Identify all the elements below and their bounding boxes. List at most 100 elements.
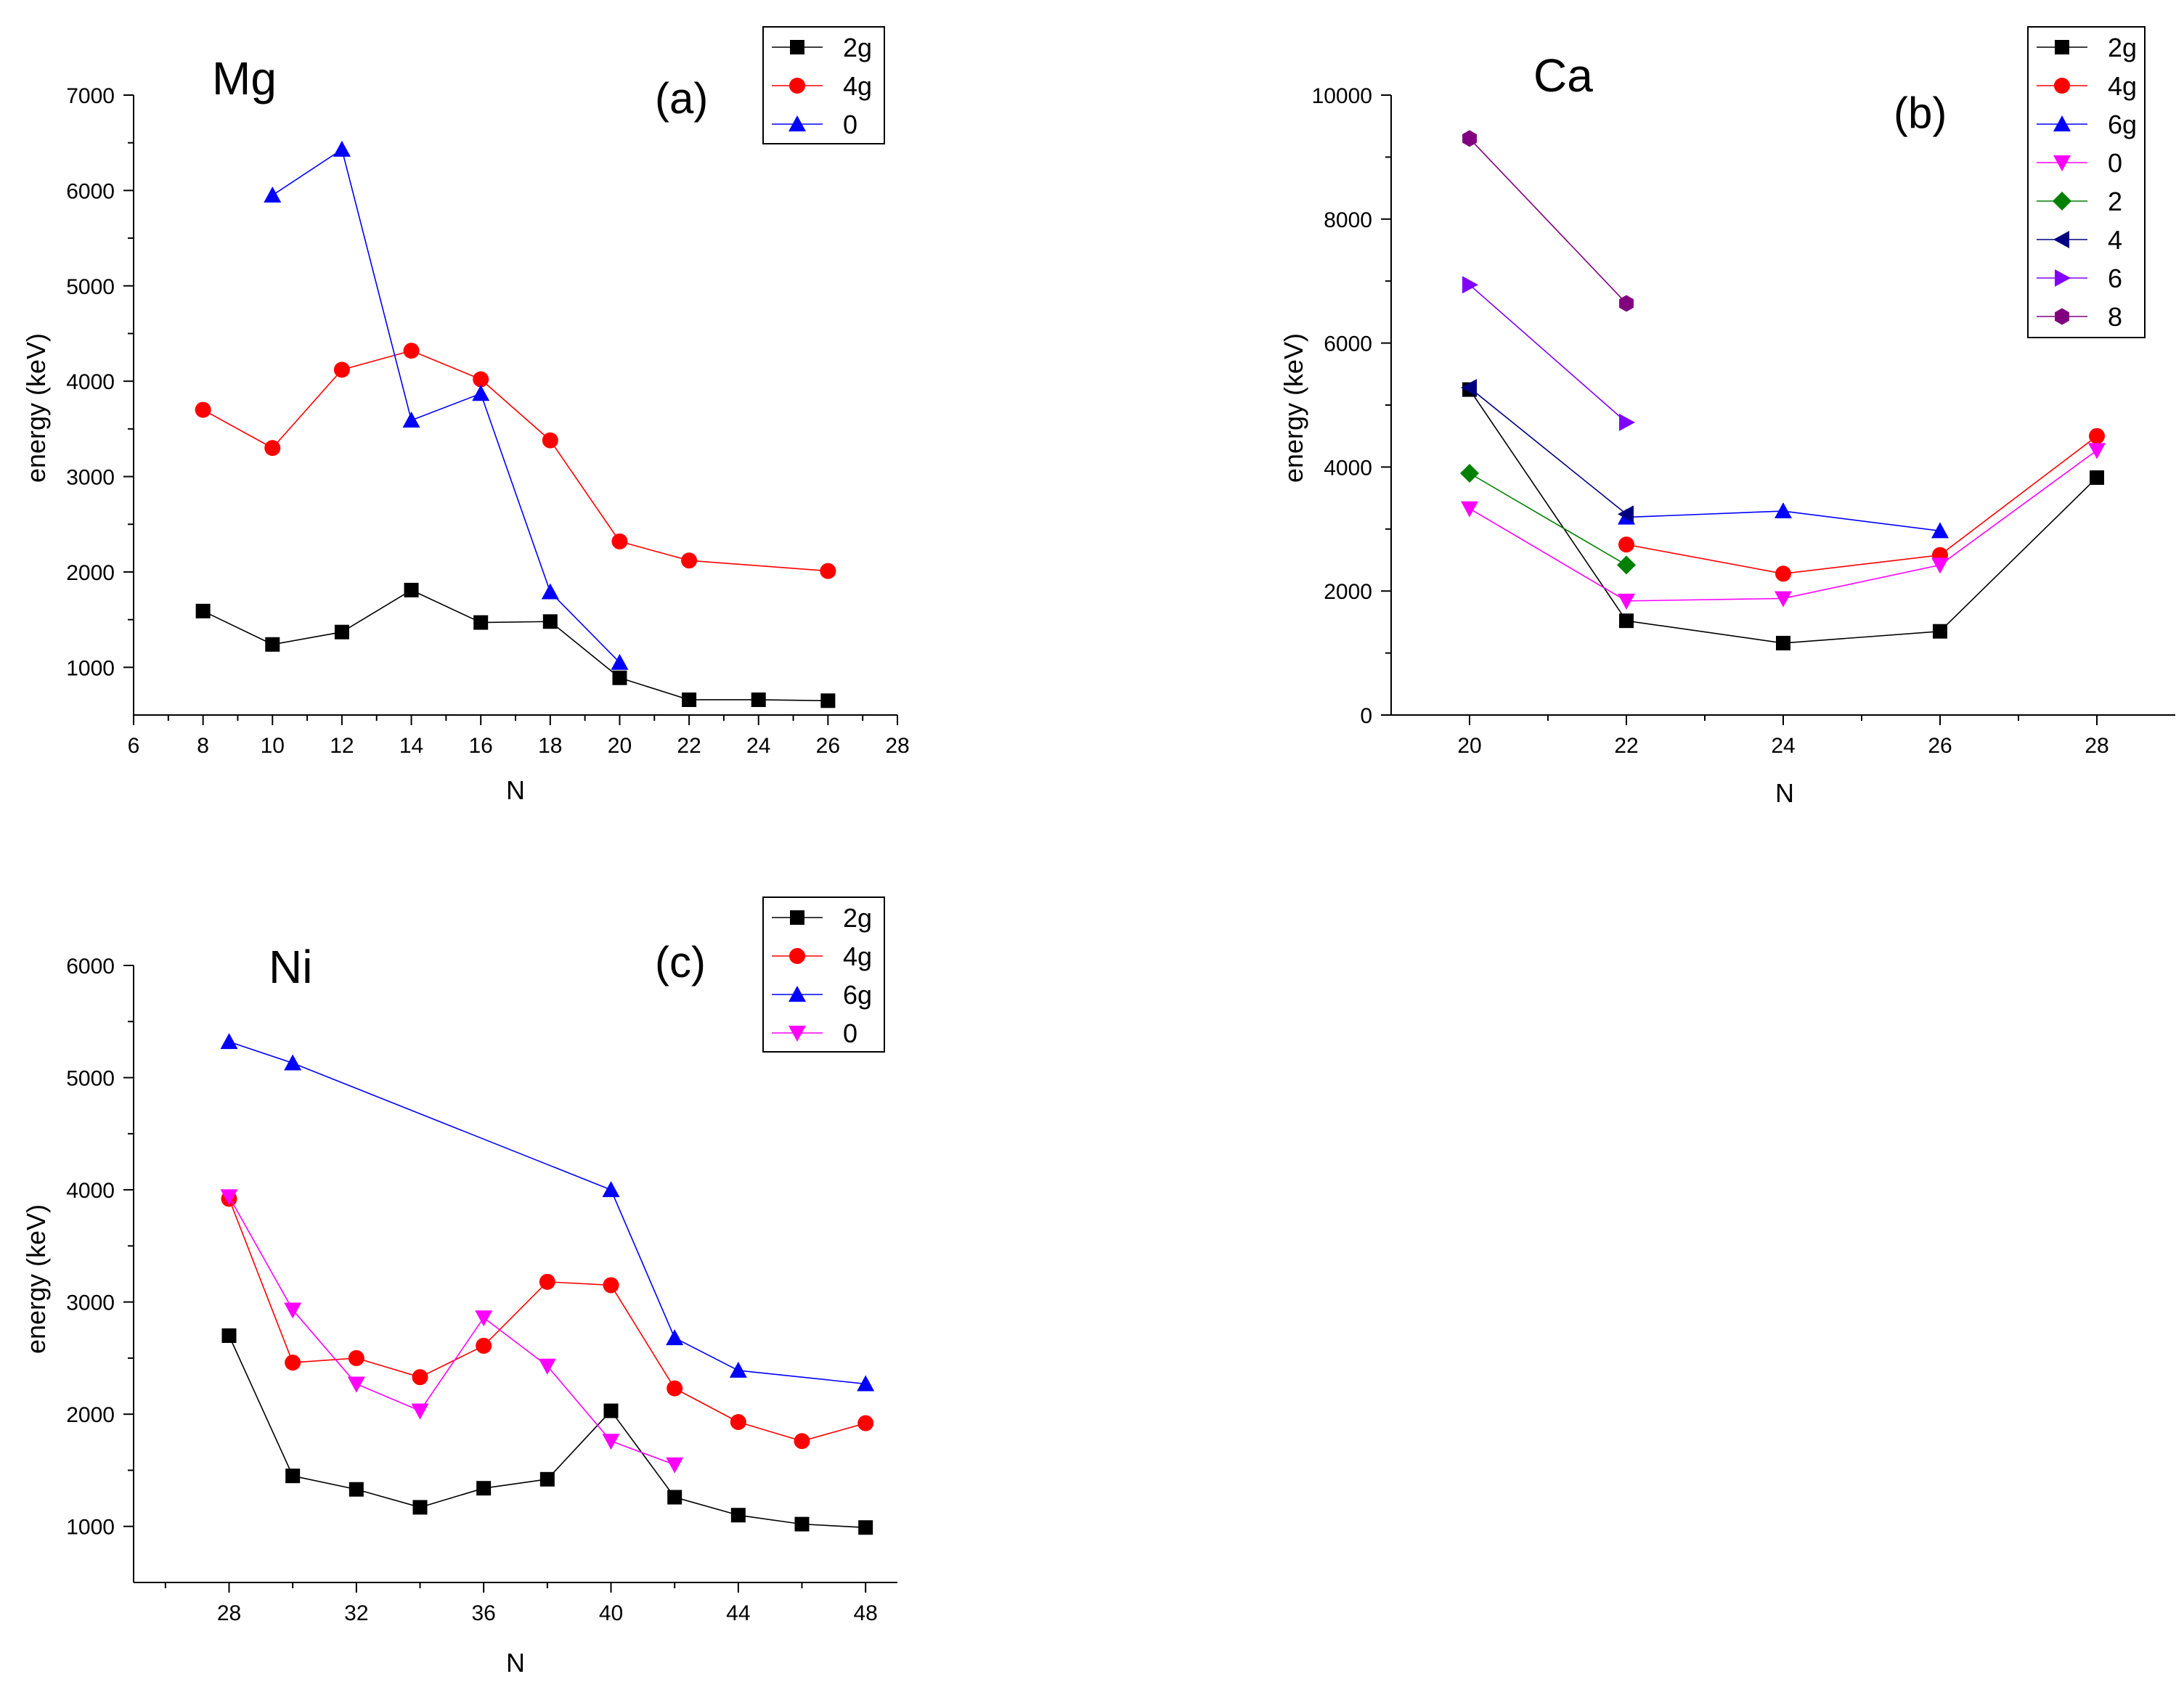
panel-a-series-4g-segment xyxy=(619,541,690,561)
panel-c-series-2g-point xyxy=(221,1328,237,1343)
panel-c-series-4g-segment xyxy=(738,1421,802,1442)
panel-b-series-0-segment xyxy=(1469,507,1627,602)
panel-a-y-tick-label: 5000 xyxy=(66,275,115,299)
panel-b-legend-marker-2g xyxy=(2055,40,2069,54)
panel-c-series-2g-segment xyxy=(802,1523,866,1529)
panel-b-series-4-point xyxy=(1618,505,1634,523)
panel-b-legend-label-0: 0 xyxy=(2108,148,2122,178)
panel-b-series-4g-segment xyxy=(1782,554,1941,575)
panel-a-series-2g-point xyxy=(334,624,349,640)
panel-c-legend-marker-0 xyxy=(789,1026,806,1042)
panel-b-series-2g-point xyxy=(1619,613,1634,629)
panel-a-series-0-point xyxy=(541,583,559,600)
panel-a-x-tick-label: 18 xyxy=(538,734,562,758)
panel-c-series-4g-segment xyxy=(674,1387,739,1423)
panel-b-series-6 xyxy=(1462,276,1635,431)
panel-a-legend-label-0: 0 xyxy=(843,110,857,139)
panel-a-legend-label-2g: 2g xyxy=(843,33,872,62)
panel-b-series-0 xyxy=(1461,443,2106,610)
panel-a-series-0-segment xyxy=(272,149,343,196)
panel-b-series-2g-segment xyxy=(1626,620,1784,644)
panel-b-y-tick-label: 8000 xyxy=(1324,208,1372,232)
panel-b-legend-marker-0 xyxy=(2053,155,2071,171)
panel-c-series-2g-segment xyxy=(484,1479,547,1489)
panel-a-y-tick-label: 1000 xyxy=(66,656,115,680)
panel-b-y-tick-label: 4000 xyxy=(1324,456,1372,480)
panel-c-legend-label-2g: 2g xyxy=(843,903,872,933)
panel-c-series-4g-segment xyxy=(293,1357,356,1363)
panel-a-series-2g-point xyxy=(542,614,558,629)
panel-a-series-0-segment xyxy=(411,393,481,421)
panel-b-series-8-point xyxy=(1462,130,1477,147)
panel-b-series-0-point xyxy=(1618,593,1635,610)
panel-c-series-6g-point xyxy=(729,1361,747,1378)
panel-b-series-6-point xyxy=(1462,276,1478,294)
panel-c-series-6g-segment xyxy=(738,1370,866,1385)
panel-a-series-0-point xyxy=(333,140,351,157)
panel-c-series-6g-segment xyxy=(674,1337,739,1371)
panel-c-legend-box xyxy=(762,896,885,1053)
panel-a-series-0-point xyxy=(264,186,282,203)
panel-c-series-4g-point xyxy=(730,1414,746,1430)
panel-b-series-6-segment xyxy=(1469,284,1627,423)
panel-c-series-4g-segment xyxy=(356,1357,420,1378)
panel-c-series-2g-point xyxy=(476,1481,492,1496)
panel-c-x-tick-label: 32 xyxy=(344,1601,368,1625)
panel-c-legend-marker-6g xyxy=(789,986,806,1002)
panel-a-series-4g-point xyxy=(333,362,350,378)
panel-b-legend-label-8: 8 xyxy=(2108,302,2122,332)
panel-a-ylabel: energy (keV) xyxy=(21,333,51,483)
panel-c-legend: 2g 4g 6g 0 xyxy=(762,896,885,1053)
panel-a-series-2g xyxy=(195,582,836,708)
panel-c-series xyxy=(220,1033,875,1535)
panel-c-series-2g-point xyxy=(412,1500,428,1515)
panel-b-legend-marker-4g xyxy=(2054,78,2070,94)
panel-a-series-4g-segment xyxy=(550,440,621,542)
panel-c-series-6g xyxy=(220,1033,875,1392)
panel-b-series-0-point xyxy=(1774,591,1792,608)
panel-b-x-tick-label: 28 xyxy=(2085,734,2108,758)
panel-a-x-tick-label: 10 xyxy=(261,734,285,758)
panel-b-series-2 xyxy=(1460,463,1636,575)
panel-c-series-4g-segment xyxy=(802,1422,866,1442)
panel-b-series-2g xyxy=(1462,382,2104,650)
panel-b-ticks: 20 22 24 26 28 0 2000 4000 6000 8000 10000 xyxy=(1312,84,2109,758)
panel-c-series-0-point xyxy=(475,1310,493,1327)
panel-c-legend-label-6g: 6g xyxy=(843,980,872,1010)
panel-a-series-4g-segment xyxy=(341,350,412,371)
panel-c-series-2g-point xyxy=(858,1520,873,1535)
panel-b-series-6g-segment xyxy=(1626,510,1784,518)
panel-c-label: (c) xyxy=(655,938,706,987)
panel-b-y-tick-label: 6000 xyxy=(1324,332,1372,356)
panel-c-y-tick-label: 5000 xyxy=(66,1067,115,1091)
panel-a-series-0-segment xyxy=(341,149,412,421)
panel-b-series-4-segment xyxy=(1469,387,1627,515)
panel-c-series-4g-segment xyxy=(228,1198,293,1363)
panel-a-y-tick-label: 2000 xyxy=(66,561,115,585)
panel-b-series-4g-segment xyxy=(1939,436,2098,556)
panel-b-series-2g-point xyxy=(1933,624,1947,639)
panel-a-series-0-segment xyxy=(550,591,621,663)
panel-c-series-0-point xyxy=(666,1457,684,1474)
panel-a-legend-label-4g: 4g xyxy=(843,71,872,101)
panel-c-series-2g-segment xyxy=(674,1496,739,1516)
panel-a-series-2g-segment xyxy=(203,610,273,645)
panel-a-series-0-point xyxy=(402,412,420,428)
panel-b-series-8-segment xyxy=(1469,138,1627,304)
panel-c-series-2g-point xyxy=(667,1490,682,1505)
panel-a-series-4g-point xyxy=(611,533,628,550)
panel-b-legend-label-6: 6 xyxy=(2108,264,2122,293)
panel-c-ylabel: energy (keV) xyxy=(21,1204,51,1354)
panel-c-series-4g-point xyxy=(794,1433,810,1450)
panel-a-legend-marker-0 xyxy=(789,115,806,131)
panel-b-legend-label-2: 2 xyxy=(2108,187,2122,216)
panel-a-y-tick-label: 7000 xyxy=(66,84,115,108)
panel-b-legend-marker-2 xyxy=(2053,192,2071,211)
panel-c-series-0-segment xyxy=(228,1196,293,1310)
panel-b-series xyxy=(1460,130,2106,650)
panel-c-series-4g-point xyxy=(476,1337,492,1354)
panel-a-mg: 6 8 10 12 14 16 18 20 22 24 26 28 1000 2000 3000 4000 50… xyxy=(21,26,910,805)
panel-a-series xyxy=(195,140,836,708)
